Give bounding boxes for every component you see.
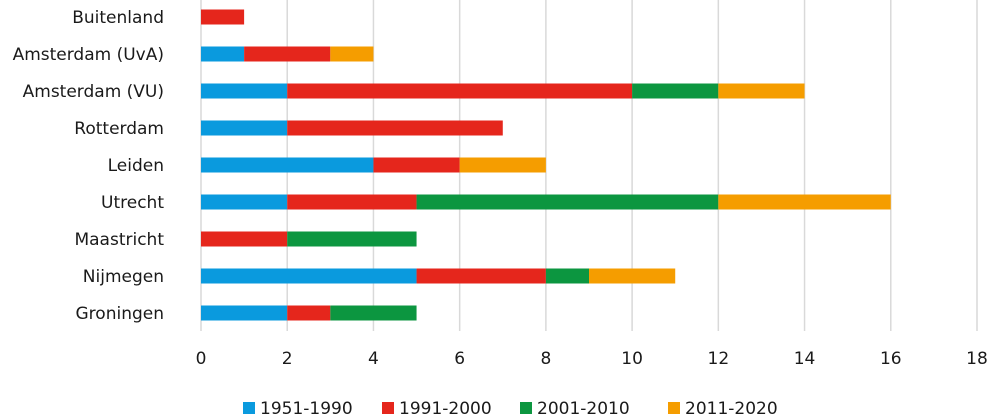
bar-leiden-1991-2000	[373, 157, 460, 173]
x-tick-label: 6	[454, 349, 465, 369]
x-tick-label: 2	[282, 349, 293, 369]
x-tick-label: 12	[708, 349, 730, 369]
x-tick-label: 4	[368, 349, 379, 369]
category-label: Amsterdam (UvA)	[13, 45, 164, 65]
bar-utrecht-2001-2010	[416, 194, 719, 210]
x-tick-label: 8	[540, 349, 551, 369]
category-label: Utrecht	[101, 193, 164, 213]
bar-amsterdam-uva-1951-1990	[201, 46, 245, 62]
legend-swatch-1991-2000	[382, 402, 394, 414]
x-axis-tick-labels: 0 2 4 6 8 10 12 14 16 18	[196, 349, 988, 369]
category-label: Groningen	[76, 304, 165, 324]
x-tick-label: 18	[966, 349, 988, 369]
bar-utrecht-2011-2020	[718, 194, 891, 210]
legend: 1951-1990 1991-2000 2001-2010 2011-2020	[243, 399, 778, 419]
bar-amsterdam-uva-2011-2020	[330, 46, 374, 62]
category-label: Amsterdam (VU)	[23, 82, 164, 102]
bar-groningen-1951-1990	[201, 305, 288, 321]
bar-amsterdam-vu-1951-1990	[201, 83, 288, 99]
bar-leiden-2011-2020	[459, 157, 546, 173]
bar-utrecht-1991-2000	[287, 194, 417, 210]
bar-groningen-1991-2000	[287, 305, 331, 321]
legend-label: 2011-2020	[685, 399, 778, 419]
bar-amsterdam-vu-2011-2020	[718, 83, 805, 99]
bar-nijmegen-2011-2020	[589, 268, 676, 284]
legend-swatch-2001-2010	[520, 402, 532, 414]
bar-utrecht-1951-1990	[201, 194, 288, 210]
bar-rotterdam-1951-1990	[201, 120, 288, 136]
legend-label: 2001-2010	[537, 399, 630, 419]
legend-label: 1991-2000	[399, 399, 492, 419]
bar-groningen-2001-2010	[330, 305, 417, 321]
category-label: Maastricht	[74, 230, 164, 250]
x-tick-label: 0	[196, 349, 207, 369]
bar-nijmegen-1951-1990	[201, 268, 417, 284]
bar-amsterdam-vu-2001-2010	[632, 83, 719, 99]
bars	[201, 9, 891, 321]
x-tick-label: 16	[880, 349, 902, 369]
x-tick-label: 14	[794, 349, 816, 369]
category-label: Rotterdam	[74, 119, 164, 139]
bar-nijmegen-1991-2000	[416, 268, 546, 284]
category-label: Buitenland	[72, 8, 164, 28]
bar-amsterdam-vu-1991-2000	[287, 83, 633, 99]
legend-swatch-2011-2020	[668, 402, 680, 414]
bar-leiden-1951-1990	[201, 157, 374, 173]
bar-maastricht-1991-2000	[201, 231, 288, 247]
bar-nijmegen-2001-2010	[545, 268, 589, 284]
category-label: Leiden	[108, 156, 164, 176]
bar-maastricht-2001-2010	[287, 231, 417, 247]
bar-buitenland-1991-2000	[201, 9, 245, 25]
legend-label: 1951-1990	[260, 399, 353, 419]
category-label: Nijmegen	[83, 267, 164, 287]
bar-amsterdam-uva-1991-2000	[244, 46, 331, 62]
bar-rotterdam-1991-2000	[287, 120, 503, 136]
x-tick-label: 10	[621, 349, 643, 369]
legend-swatch-1951-1990	[243, 402, 255, 414]
category-labels: Buitenland Amsterdam (UvA) Amsterdam (VU) R…	[13, 8, 165, 324]
